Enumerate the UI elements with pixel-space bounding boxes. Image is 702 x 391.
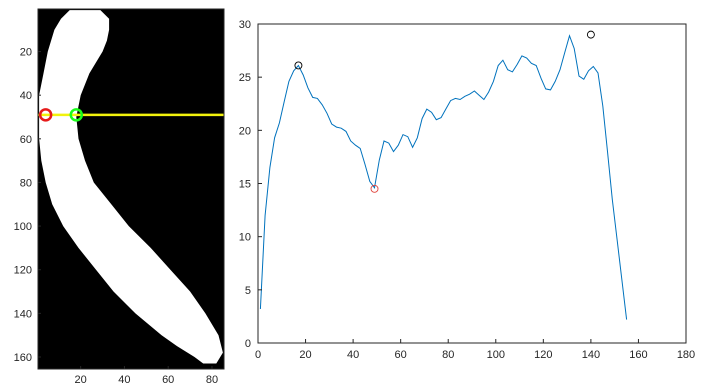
image-y-tick-label: 160 bbox=[14, 352, 32, 364]
image-x-tick-label: 20 bbox=[75, 374, 87, 386]
chart-x-tick-label: 20 bbox=[299, 349, 311, 361]
chart-y-ticks: 0 5 10 15 20 25 30 bbox=[239, 19, 262, 350]
peak-marker-3 bbox=[586, 30, 595, 39]
image-x-tick-label: 40 bbox=[118, 374, 130, 386]
image-y-tick-label: 40 bbox=[20, 90, 32, 102]
image-y-tick-label: 100 bbox=[14, 221, 32, 233]
chart-y-tick-label: 30 bbox=[239, 19, 251, 31]
chart-y-tick-label: 25 bbox=[239, 72, 251, 84]
image-y-tick-label: 20 bbox=[20, 47, 32, 59]
chart-background bbox=[258, 24, 686, 343]
line-chart-panel: 0 20 40 60 80 100 120 140 160 180 0 5 10 15 20 25 30 bbox=[239, 19, 695, 361]
image-y-ticks: 20 40 60 80 100 120 140 160 bbox=[14, 47, 41, 364]
chart-x-tick-label: 0 bbox=[255, 349, 261, 361]
image-y-tick-label: 140 bbox=[14, 308, 32, 320]
chart-x-tick-label: 160 bbox=[629, 349, 647, 361]
peak-marker-2 bbox=[370, 184, 379, 193]
chart-y-tick-label: 10 bbox=[239, 232, 251, 244]
image-x-tick-label: 60 bbox=[162, 374, 174, 386]
chart-x-tick-label: 180 bbox=[677, 349, 695, 361]
chart-x-tick-label: 120 bbox=[534, 349, 552, 361]
image-y-tick-label: 120 bbox=[14, 265, 32, 277]
image-y-tick-label: 80 bbox=[20, 177, 32, 189]
chart-x-tick-label: 60 bbox=[395, 349, 407, 361]
chart-x-ticks: 0 20 40 60 80 100 120 140 160 180 bbox=[255, 339, 695, 361]
image-marker-1 bbox=[38, 108, 53, 122]
chart-x-tick-label: 80 bbox=[442, 349, 454, 361]
chart-x-tick-label: 40 bbox=[347, 349, 359, 361]
mask-shape bbox=[39, 10, 223, 364]
peak-markers bbox=[294, 30, 595, 193]
chart-x-tick-label: 140 bbox=[582, 349, 600, 361]
series-line bbox=[259, 34, 628, 320]
image-axes-frame bbox=[37, 8, 225, 370]
image-markers bbox=[38, 108, 84, 122]
image-marker-2 bbox=[69, 108, 84, 122]
chart-y-tick-label: 5 bbox=[245, 285, 251, 297]
chart-y-tick-label: 20 bbox=[239, 125, 251, 137]
chart-y-tick-label: 15 bbox=[239, 179, 251, 191]
chart-x-tick-label: 100 bbox=[487, 349, 505, 361]
chart-y-tick-label: 0 bbox=[245, 338, 251, 350]
mask-image-panel: 20 40 60 80 20 40 60 80 100 120 140 160 bbox=[14, 8, 225, 386]
peak-marker-1 bbox=[294, 61, 303, 70]
image-y-tick-label: 60 bbox=[20, 134, 32, 146]
image-x-tick-label: 80 bbox=[206, 374, 218, 386]
image-x-ticks: 20 40 60 80 bbox=[75, 366, 218, 386]
